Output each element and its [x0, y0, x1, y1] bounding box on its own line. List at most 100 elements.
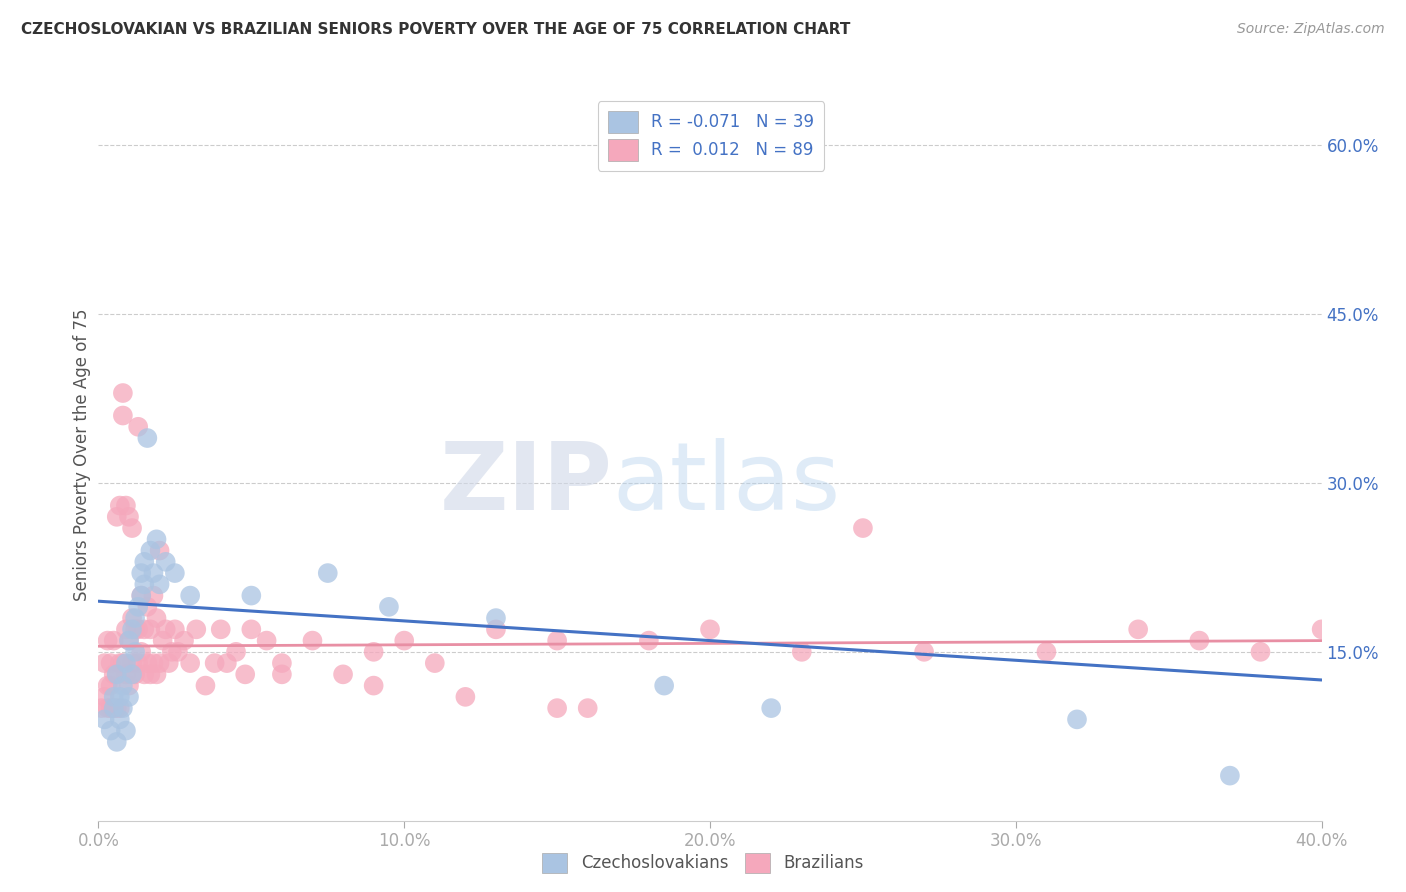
Point: [115, 723, 138, 738]
Point: [103, 690, 125, 704]
Legend: R = -0.071   N = 39, R =  0.012   N = 89: R = -0.071 N = 39, R = 0.012 N = 89: [598, 101, 824, 170]
Point: [103, 667, 125, 681]
Point: [121, 667, 143, 681]
Point: [121, 656, 143, 670]
Point: [332, 667, 354, 681]
Point: [1219, 769, 1241, 783]
Point: [160, 645, 183, 659]
Point: [1128, 623, 1150, 637]
Point: [105, 667, 128, 681]
Point: [118, 509, 141, 524]
Point: [93, 690, 115, 704]
Point: [124, 667, 146, 681]
Point: [108, 499, 131, 513]
Point: [127, 419, 149, 434]
Point: [111, 409, 134, 423]
Point: [100, 679, 122, 693]
Point: [111, 701, 134, 715]
Point: [111, 386, 134, 401]
Point: [136, 431, 159, 445]
Point: [121, 521, 143, 535]
Point: [155, 555, 177, 569]
Point: [301, 633, 323, 648]
Point: [124, 645, 146, 659]
Point: [852, 521, 875, 535]
Point: [233, 667, 256, 681]
Point: [105, 701, 128, 715]
Point: [105, 667, 128, 681]
Point: [378, 599, 401, 614]
Point: [1066, 712, 1088, 726]
Point: [105, 509, 128, 524]
Point: [100, 723, 122, 738]
Point: [103, 701, 125, 715]
Point: [139, 623, 162, 637]
Point: [209, 623, 232, 637]
Point: [115, 656, 138, 670]
Point: [121, 623, 143, 637]
Point: [546, 701, 568, 715]
Legend: Czechoslovakians, Brazilians: Czechoslovakians, Brazilians: [536, 847, 870, 880]
Point: [485, 623, 508, 637]
Point: [152, 633, 174, 648]
Point: [118, 679, 141, 693]
Point: [149, 656, 172, 670]
Point: [129, 645, 152, 659]
Point: [105, 735, 128, 749]
Point: [790, 645, 813, 659]
Point: [637, 633, 661, 648]
Point: [118, 690, 141, 704]
Point: [225, 645, 247, 659]
Point: [121, 611, 143, 625]
Point: [270, 667, 292, 681]
Point: [423, 656, 446, 670]
Point: [173, 633, 195, 648]
Point: [136, 656, 159, 670]
Point: [1035, 645, 1057, 659]
Point: [97, 701, 120, 715]
Point: [97, 633, 120, 648]
Point: [115, 667, 138, 681]
Point: [134, 577, 156, 591]
Point: [115, 623, 138, 637]
Point: [127, 656, 149, 670]
Point: [454, 690, 477, 704]
Point: [149, 577, 172, 591]
Point: [149, 543, 172, 558]
Point: [108, 701, 131, 715]
Point: [576, 701, 599, 715]
Point: [136, 599, 159, 614]
Point: [100, 656, 122, 670]
Point: [134, 667, 156, 681]
Text: atlas: atlas: [612, 438, 841, 530]
Point: [363, 679, 385, 693]
Point: [240, 589, 263, 603]
Point: [103, 633, 125, 648]
Text: Source: ZipAtlas.com: Source: ZipAtlas.com: [1237, 22, 1385, 37]
Point: [127, 623, 149, 637]
Point: [1188, 633, 1211, 648]
Point: [270, 656, 292, 670]
Point: [652, 679, 675, 693]
Point: [179, 656, 201, 670]
Point: [485, 611, 508, 625]
Point: [142, 589, 165, 603]
Text: CZECHOSLOVAKIAN VS BRAZILIAN SENIORS POVERTY OVER THE AGE OF 75 CORRELATION CHAR: CZECHOSLOVAKIAN VS BRAZILIAN SENIORS POV…: [21, 22, 851, 37]
Point: [145, 667, 167, 681]
Point: [90, 701, 112, 715]
Point: [204, 656, 226, 670]
Point: [124, 611, 146, 625]
Point: [392, 633, 416, 648]
Point: [97, 679, 120, 693]
Point: [699, 623, 721, 637]
Point: [111, 656, 134, 670]
Point: [167, 645, 190, 659]
Point: [240, 623, 263, 637]
Point: [139, 667, 162, 681]
Point: [134, 623, 156, 637]
Point: [93, 712, 115, 726]
Point: [546, 633, 568, 648]
Text: ZIP: ZIP: [439, 438, 612, 530]
Point: [215, 656, 238, 670]
Point: [108, 656, 131, 670]
